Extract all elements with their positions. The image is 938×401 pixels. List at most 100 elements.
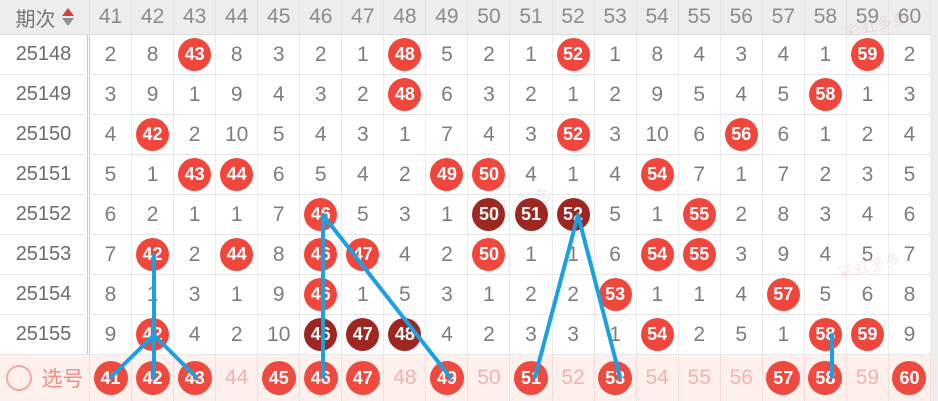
sort-down-icon (61, 18, 74, 26)
miss-count-cell: 1 (637, 195, 679, 234)
miss-count-cell: 4 (679, 35, 721, 74)
period-label: 25151 (0, 155, 90, 194)
pick-cell: 56 (721, 355, 763, 401)
pick-number-45[interactable]: 45 (261, 361, 296, 395)
pick-number-48[interactable]: 48 (393, 366, 417, 389)
drawn-number-cell: 54 (637, 155, 679, 194)
pick-cell: 45 (258, 355, 301, 401)
miss-count-cell: 5 (90, 155, 133, 194)
pick-number-54[interactable]: 54 (645, 366, 669, 389)
miss-count-cell: 1 (216, 195, 259, 234)
streak-number-ball: 51 (514, 198, 548, 231)
pick-number-49[interactable]: 49 (429, 361, 464, 395)
miss-count-cell: 9 (889, 315, 931, 354)
column-header: 60 (889, 0, 931, 34)
miss-count-cell: 3 (468, 75, 511, 114)
pick-number-59[interactable]: 59 (855, 366, 880, 389)
drawn-number-cell: 48 (384, 315, 427, 354)
miss-count-cell: 2 (468, 35, 511, 74)
pick-cell: 47 (342, 355, 385, 401)
pick-number-60[interactable]: 60 (892, 361, 927, 395)
miss-count-cell: 1 (216, 275, 259, 314)
streak-number-ball: 47 (346, 318, 380, 351)
table-row: 25153 7 42 2 44 8 46 47 4 2 50 1 1 6 54 55 3 9 4 5 7 (0, 235, 931, 275)
drawn-number-ball: 52 (556, 118, 590, 151)
drawn-number-cell: 42 (132, 115, 175, 154)
column-header: 55 (679, 0, 721, 34)
miss-count-cell: 5 (300, 155, 343, 194)
drawn-number-cell: 53 (595, 275, 637, 314)
miss-count-cell: 6 (595, 235, 637, 274)
drawn-number-cell: 52 (553, 115, 595, 154)
sort-toggle[interactable] (61, 8, 74, 26)
drawn-number-ball: 49 (430, 158, 464, 191)
period-column-header: 期次 (0, 0, 90, 34)
column-header: 54 (637, 0, 679, 34)
miss-count-cell: 4 (384, 235, 427, 274)
miss-count-cell: 4 (426, 315, 469, 354)
column-header: 45 (258, 0, 301, 34)
table-row: 25151 5 1 43 44 6 5 4 2 49 50 4 1 4 54 7 1 7 2 3 5 (0, 155, 931, 195)
column-header: 52 (553, 0, 595, 34)
pick-number-55[interactable]: 55 (687, 366, 711, 389)
pick-number-42[interactable]: 42 (135, 361, 170, 395)
period-header-label: 期次 (15, 8, 56, 31)
miss-count-cell: 1 (805, 35, 847, 74)
drawn-number-cell: 56 (721, 115, 763, 154)
miss-count-cell: 10 (216, 115, 259, 154)
pick-cell: 54 (637, 355, 679, 401)
miss-count-cell: 5 (595, 195, 637, 234)
miss-count-cell: 3 (889, 75, 931, 114)
drawn-number-cell: 46 (300, 275, 343, 314)
pick-number-56[interactable]: 56 (729, 366, 753, 389)
column-header: 46 (300, 0, 343, 34)
pick-number-53[interactable]: 53 (598, 361, 633, 395)
miss-count-cell: 5 (763, 75, 805, 114)
drawn-number-cell: 57 (763, 275, 805, 314)
pick-number-46[interactable]: 46 (303, 361, 338, 395)
miss-count-cell: 1 (342, 35, 385, 74)
pick-number-41[interactable]: 41 (93, 361, 128, 395)
miss-count-cell: 3 (721, 35, 763, 74)
drawn-number-ball: 52 (556, 38, 590, 71)
pick-cell: 55 (679, 355, 721, 401)
sort-up-icon (61, 8, 74, 16)
miss-count-cell: 2 (174, 115, 217, 154)
miss-count-cell: 2 (468, 315, 511, 354)
pick-number-47[interactable]: 47 (345, 361, 380, 395)
pick-number-51[interactable]: 51 (514, 361, 549, 395)
pick-cell: 52 (553, 355, 595, 401)
period-label: 25150 (0, 115, 90, 154)
drawn-number-cell: 42 (132, 315, 175, 354)
select-row-radio[interactable] (5, 365, 32, 391)
drawn-number-cell: 49 (426, 155, 469, 194)
pick-number-50[interactable]: 50 (477, 366, 501, 389)
drawn-number-ball: 50 (472, 158, 506, 191)
pick-number-58[interactable]: 58 (808, 361, 843, 395)
miss-count-cell: 2 (216, 315, 259, 354)
drawn-number-cell: 55 (679, 235, 721, 274)
pick-cell: 59 (847, 355, 889, 401)
miss-count-cell: 8 (132, 35, 175, 74)
drawn-number-cell: 58 (805, 75, 847, 114)
pick-number-43[interactable]: 43 (177, 361, 212, 395)
table-row: 25148 2 8 43 8 3 2 1 48 5 2 1 52 1 8 4 3 4 1 59 2 (0, 35, 931, 75)
pick-number-44[interactable]: 44 (224, 366, 249, 389)
miss-count-cell: 7 (258, 195, 301, 234)
column-header: 51 (510, 0, 553, 34)
drawn-number-ball: 54 (640, 238, 674, 271)
miss-count-cell: 1 (510, 35, 553, 74)
miss-count-cell: 3 (510, 115, 553, 154)
miss-count-cell: 5 (889, 155, 931, 194)
drawn-number-ball: 56 (724, 118, 758, 151)
header-row: 期次 41 42 43 44 45 46 47 48 49 50 51 52 53 54 55 56 57 58 59… (0, 0, 931, 35)
pick-cell: 49 (426, 355, 469, 401)
pick-number-52[interactable]: 52 (561, 366, 585, 389)
miss-count-cell: 2 (90, 35, 133, 74)
miss-count-cell: 4 (805, 235, 847, 274)
drawn-number-cell: 50 (468, 235, 511, 274)
pick-number-57[interactable]: 57 (766, 361, 801, 395)
miss-count-cell: 3 (174, 275, 217, 314)
miss-count-cell: 5 (805, 275, 847, 314)
